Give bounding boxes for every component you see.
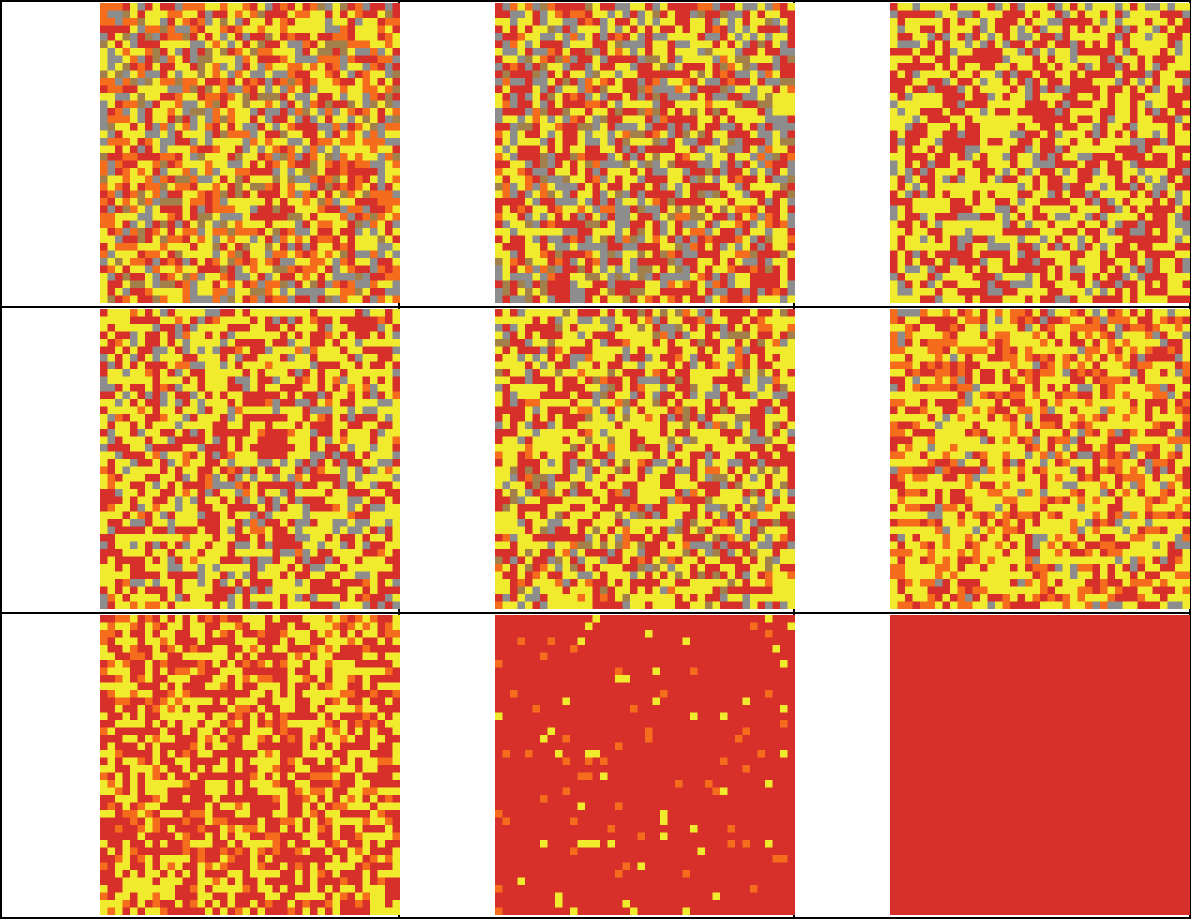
grid-line-left [0,0,2,919]
panel-r3c2 [495,615,795,915]
panel-r2c1 [100,309,400,609]
pattern-canvas [100,3,400,303]
panel-r1c1 [100,3,400,303]
pattern-canvas [495,309,795,609]
pattern-canvas [890,615,1190,915]
pattern-canvas [100,615,400,915]
grid-line-row2 [0,612,1191,614]
pattern-canvas [495,615,795,915]
panel-r2c2 [495,309,795,609]
grid-line-top [0,0,1191,2]
pattern-canvas [890,3,1190,303]
grid-line-bottom [0,917,1191,919]
grid-line-right [1189,0,1191,919]
panel-r2c3 [890,309,1190,609]
panel-r3c1 [100,615,400,915]
panel-r1c2 [495,3,795,303]
pattern-canvas [100,309,400,609]
pattern-canvas [495,3,795,303]
panel-r3c3 [890,615,1190,915]
panel-r1c3 [890,3,1190,303]
pattern-canvas [890,309,1190,609]
grid-line-row1 [0,306,1191,308]
